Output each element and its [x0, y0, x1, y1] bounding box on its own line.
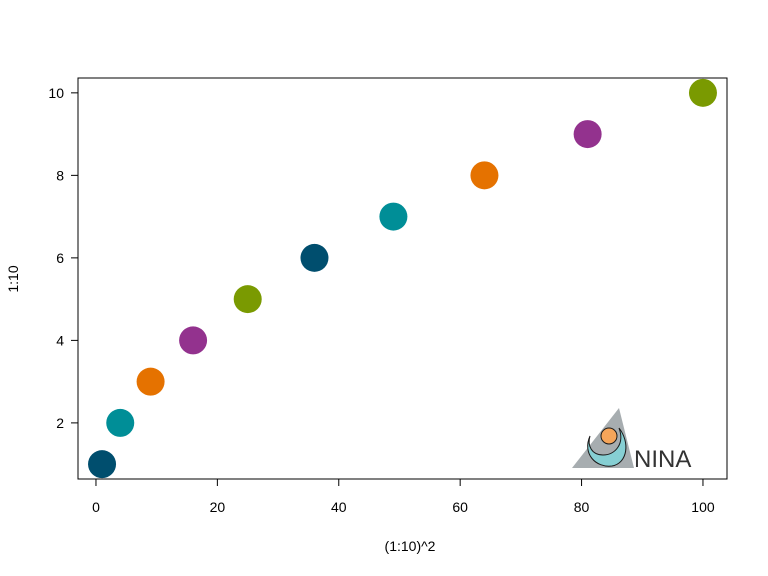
x-tick-label: 20 [210, 499, 226, 515]
data-point [300, 243, 329, 272]
x-axis-title: (1:10)^2 [385, 538, 436, 554]
data-point [136, 367, 165, 396]
data-point [470, 161, 499, 190]
data-points [88, 78, 717, 479]
x-axis: 0 20 40 60 80 100 [92, 478, 715, 515]
x-tick-label: 60 [452, 499, 468, 515]
y-tick-label: 4 [56, 332, 64, 348]
plot-frame [77, 77, 728, 480]
x-tick-label: 0 [92, 499, 100, 515]
y-tick-label: 8 [56, 167, 64, 183]
data-point [688, 78, 717, 107]
data-point [233, 285, 262, 314]
x-tick-label: 80 [574, 499, 590, 515]
y-axis-title: 1:10 [5, 265, 21, 292]
logo-crescent [587, 427, 627, 467]
y-tick-label: 6 [56, 250, 64, 266]
x-tick-label: 40 [331, 499, 347, 515]
nina-logo: NINA [572, 408, 691, 473]
y-tick-label: 10 [48, 85, 64, 101]
data-point [106, 408, 135, 437]
data-point [379, 202, 408, 231]
data-point [573, 120, 602, 149]
x-tick-label: 100 [691, 499, 715, 515]
y-tick-label: 2 [56, 415, 64, 431]
data-point [179, 326, 208, 355]
logo-text: NINA [634, 446, 691, 473]
logo-dot [600, 427, 618, 445]
data-point [88, 450, 117, 479]
y-axis: 2 4 6 8 10 [48, 85, 79, 431]
